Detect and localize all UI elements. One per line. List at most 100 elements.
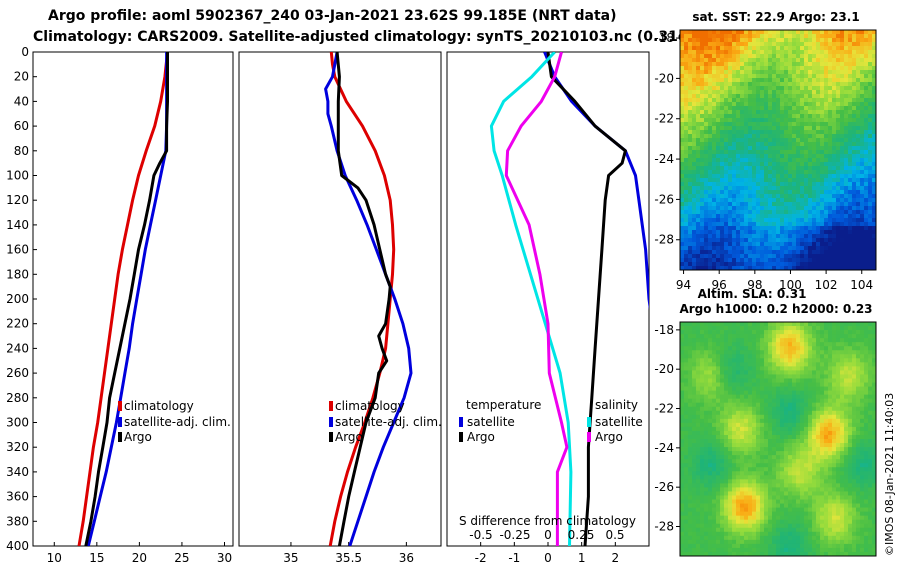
sla-cell: [868, 374, 873, 379]
sst-cell: [788, 114, 793, 119]
sla-cell: [864, 471, 869, 476]
sla-cell: [804, 467, 809, 472]
sst-cell: [796, 178, 801, 183]
sst-cell: [728, 146, 733, 151]
sst-cell: [808, 122, 813, 127]
sla-cell: [680, 338, 685, 343]
sst-cell: [760, 86, 765, 91]
sla-cell: [824, 374, 829, 379]
sla-cell: [728, 330, 733, 335]
sst-cell: [696, 98, 701, 103]
sla-cell: [764, 455, 769, 460]
sla-cell: [796, 430, 801, 436]
sla-cell: [716, 459, 721, 464]
sla-cell: [744, 334, 749, 339]
sla-cell: [864, 342, 869, 347]
sst-cell: [780, 170, 785, 175]
sla-cell: [684, 398, 689, 404]
sst-cell: [704, 134, 709, 139]
sla-cell: [684, 326, 689, 331]
sla-cell: [792, 390, 797, 396]
sst-cell: [692, 234, 697, 239]
sst-cell: [732, 90, 737, 95]
sla-cell: [744, 346, 749, 351]
sst-cell: [768, 222, 773, 227]
sst-cell: [820, 146, 825, 151]
sst-cell: [812, 142, 817, 147]
sla-cell: [808, 334, 813, 339]
sst-cell: [836, 206, 841, 211]
sla-cell: [812, 346, 817, 351]
sla-cell: [720, 426, 725, 432]
sla-cell: [684, 390, 689, 396]
sla-cell: [872, 443, 877, 448]
sst-cell: [792, 66, 797, 71]
sla-cell: [772, 463, 777, 468]
x-tick-label: 25: [174, 551, 189, 565]
sla-cell: [740, 334, 745, 339]
sst-cell: [728, 114, 733, 119]
sla-cell: [704, 366, 709, 371]
sla-cell: [824, 354, 829, 359]
sst-cell: [752, 238, 757, 243]
sla-cell: [780, 378, 785, 383]
sst-cell: [820, 110, 825, 115]
sst-cell: [812, 82, 817, 87]
sla-cell: [776, 455, 781, 460]
sst-cell: [688, 242, 693, 247]
sst-cell: [868, 46, 873, 51]
sla-cell: [692, 366, 697, 371]
sst-cell: [844, 242, 849, 247]
sst-cell: [852, 74, 857, 79]
sst-cell: [760, 246, 765, 251]
sst-cell: [696, 250, 701, 255]
sst-cell: [784, 158, 789, 163]
sst-cell: [808, 62, 813, 67]
sst-cell: [744, 142, 749, 147]
sst-cell: [720, 78, 725, 83]
sla-cell: [768, 471, 773, 476]
sst-cell: [688, 90, 693, 95]
sst-cell: [740, 262, 745, 267]
sst-cell: [832, 206, 837, 211]
sst-cell: [724, 58, 729, 63]
sla-cell: [864, 463, 869, 468]
sst-cell: [860, 246, 865, 251]
sst-cell: [716, 262, 721, 267]
sst-cell: [808, 146, 813, 151]
sst-cell: [852, 54, 857, 59]
sla-cell: [812, 386, 817, 391]
sst-cell: [828, 58, 833, 63]
sla-cell: [828, 346, 833, 351]
sla-cell: [728, 326, 733, 331]
sla-cell: [796, 346, 801, 351]
sla-cell: [764, 402, 769, 408]
sst-cell: [808, 254, 813, 259]
sla-cell: [680, 342, 685, 347]
sst-cell: [712, 214, 717, 219]
sst-cell: [872, 234, 877, 239]
sla-cell: [792, 471, 797, 476]
sst-cell: [816, 150, 821, 155]
sst-cell: [720, 150, 725, 155]
sla-cell: [752, 394, 757, 400]
sst-cell: [716, 102, 721, 107]
sla-cell: [768, 334, 773, 339]
sla-cell: [768, 422, 773, 428]
sst-cell: [792, 150, 797, 155]
sst-cell: [724, 70, 729, 75]
sst-cell: [716, 94, 721, 99]
sst-cell: [784, 134, 789, 139]
sla-cell: [852, 334, 857, 339]
sla-cell: [724, 455, 729, 460]
sla-cell: [808, 390, 813, 396]
sla-cell: [728, 475, 733, 480]
sst-cell: [688, 186, 693, 191]
sst-cell: [784, 246, 789, 251]
sla-cell: [796, 326, 801, 331]
sla-cell: [700, 350, 705, 355]
sst-cell: [812, 114, 817, 119]
sla-cell: [812, 406, 817, 412]
sst-cell: [840, 194, 845, 199]
sla-cell: [832, 370, 837, 375]
